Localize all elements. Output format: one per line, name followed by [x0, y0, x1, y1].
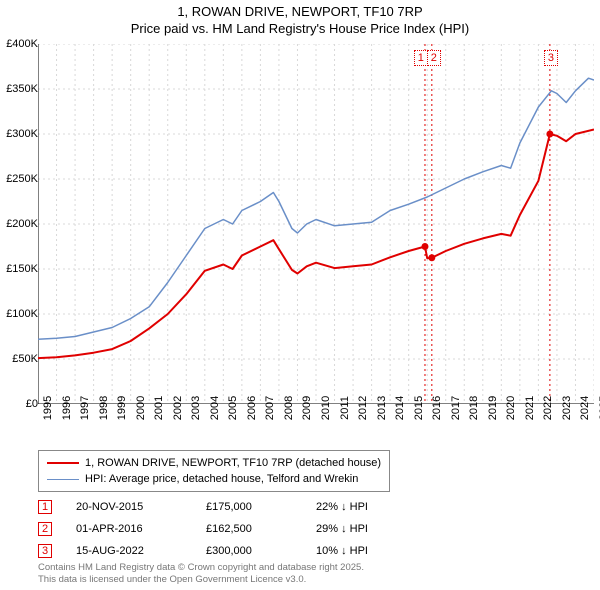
line-chart	[38, 44, 594, 404]
chart-area	[38, 44, 594, 404]
y-axis-label: £300K	[6, 128, 38, 140]
x-axis-label: 2009	[301, 396, 313, 420]
x-axis-label: 2016	[431, 396, 443, 420]
x-axis-label: 1997	[79, 396, 91, 420]
x-axis-label: 2008	[283, 396, 295, 420]
y-axis-label: £150K	[6, 263, 38, 275]
x-axis-label: 1999	[116, 396, 128, 420]
x-axis-label: 2017	[450, 396, 462, 420]
chart-title: 1, ROWAN DRIVE, NEWPORT, TF10 7RP Price …	[0, 0, 600, 38]
legend-item: 1, ROWAN DRIVE, NEWPORT, TF10 7RP (detac…	[47, 455, 381, 471]
sales-table: 1 20-NOV-2015£175,00022% ↓ HPI 2 01-APR-201…	[38, 496, 426, 562]
x-axis-label: 2020	[505, 396, 517, 420]
x-axis-label: 2024	[579, 396, 591, 420]
x-axis-label: 1998	[98, 396, 110, 420]
x-axis-label: 2003	[190, 396, 202, 420]
sale-marker-num: 1	[38, 500, 52, 514]
x-axis-label: 2019	[487, 396, 499, 420]
sale-row: 3 15-AUG-2022£300,00010% ↓ HPI	[38, 540, 426, 562]
y-axis-label: £50K	[12, 353, 38, 365]
legend-label: HPI: Average price, detached house, Telf…	[85, 471, 358, 487]
x-axis-label: 2006	[246, 396, 258, 420]
sale-marker-num: 2	[38, 522, 52, 536]
sale-price: £162,500	[206, 523, 316, 535]
sale-date: 20-NOV-2015	[76, 501, 206, 513]
sale-hpi-diff: 10% ↓ HPI	[316, 545, 426, 557]
footer-line1: Contains HM Land Registry data © Crown c…	[38, 562, 364, 574]
x-axis-label: 2004	[209, 396, 221, 420]
x-axis-label: 2012	[357, 396, 369, 420]
x-axis-label: 2001	[153, 396, 165, 420]
x-axis-label: 2000	[135, 396, 147, 420]
x-axis-label: 1995	[42, 396, 54, 420]
x-axis-label: 2015	[413, 396, 425, 420]
chart-marker-label: 2	[427, 50, 441, 66]
y-axis-label: £350K	[6, 83, 38, 95]
legend-label: 1, ROWAN DRIVE, NEWPORT, TF10 7RP (detac…	[85, 455, 381, 471]
x-axis-label: 1996	[61, 396, 73, 420]
x-axis-label: 2011	[339, 396, 351, 420]
x-axis-label: 2013	[376, 396, 388, 420]
legend-item: HPI: Average price, detached house, Telf…	[47, 471, 381, 487]
x-axis-label: 2018	[468, 396, 480, 420]
sale-row: 2 01-APR-2016£162,50029% ↓ HPI	[38, 518, 426, 540]
y-axis-label: £400K	[6, 38, 38, 50]
footer-attribution: Contains HM Land Registry data © Crown c…	[38, 562, 364, 586]
footer-line2: This data is licensed under the Open Gov…	[38, 574, 364, 586]
sale-price: £300,000	[206, 545, 316, 557]
sale-marker-num: 3	[38, 544, 52, 558]
x-axis-label: 2005	[227, 396, 239, 420]
legend-swatch	[47, 479, 79, 480]
legend: 1, ROWAN DRIVE, NEWPORT, TF10 7RP (detac…	[38, 450, 390, 492]
x-axis-label: 2022	[542, 396, 554, 420]
title-address: 1, ROWAN DRIVE, NEWPORT, TF10 7RP	[0, 4, 600, 21]
x-axis-label: 2021	[524, 396, 536, 420]
y-axis-label: £0	[26, 398, 38, 410]
title-subtitle: Price paid vs. HM Land Registry's House …	[0, 21, 600, 38]
x-axis-label: 2023	[561, 396, 573, 420]
sale-price: £175,000	[206, 501, 316, 513]
legend-swatch	[47, 462, 79, 464]
y-axis-label: £100K	[6, 308, 38, 320]
y-axis-label: £250K	[6, 173, 38, 185]
x-axis-label: 2014	[394, 396, 406, 420]
sale-date: 15-AUG-2022	[76, 545, 206, 557]
x-axis-label: 2010	[320, 396, 332, 420]
sale-hpi-diff: 22% ↓ HPI	[316, 501, 426, 513]
sale-hpi-diff: 29% ↓ HPI	[316, 523, 426, 535]
x-axis-label: 2007	[264, 396, 276, 420]
x-axis-label: 2002	[172, 396, 184, 420]
chart-marker-label: 3	[544, 50, 558, 66]
y-axis-label: £200K	[6, 218, 38, 230]
sale-date: 01-APR-2016	[76, 523, 206, 535]
sale-row: 1 20-NOV-2015£175,00022% ↓ HPI	[38, 496, 426, 518]
